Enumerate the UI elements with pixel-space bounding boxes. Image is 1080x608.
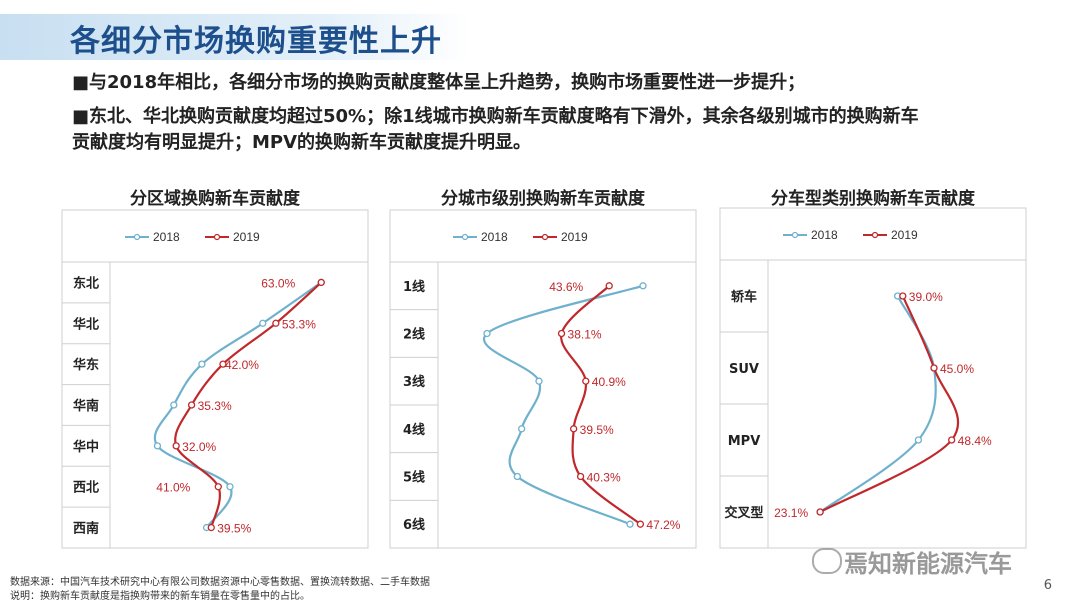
data-point-2019 (317, 278, 325, 287)
data-label: 39.0% (909, 290, 943, 304)
data-point-2019 (557, 329, 566, 338)
wechat-icon (812, 548, 842, 574)
data-label: 41.0% (156, 481, 190, 495)
page-title: 各细分市场换购重要性上升 (70, 24, 442, 59)
series-line-2018 (483, 284, 644, 526)
chart-title-city: 分城市级别换购新车贡献度 (441, 189, 645, 209)
category-label: 轿车 (731, 289, 757, 305)
category-label: 6线 (403, 517, 425, 533)
chart-title-region: 分区域换购新车贡献度 (130, 189, 300, 209)
data-label: 39.5% (217, 522, 251, 536)
footer-source: 数据来源：中国汽车技术研究中心有限公司数据资源中心零售数据、置换流转数据、二手车… (10, 577, 430, 588)
category-label: 4线 (403, 422, 425, 438)
data-point-2018 (639, 282, 647, 290)
data-label: 47.2% (646, 518, 680, 532)
legend-label-2018: 2018 (481, 230, 508, 244)
data-point-2019 (207, 523, 215, 532)
legend-label-2019: 2019 (233, 230, 260, 244)
data-point-2018 (626, 520, 634, 528)
chart-panel-1 (389, 209, 697, 549)
legend-marker-2018 (791, 231, 799, 239)
data-point-2018 (518, 425, 526, 433)
data-label: 40.9% (592, 375, 626, 389)
category-label: MPV (728, 434, 761, 449)
data-point-2019 (576, 472, 585, 481)
data-point-2019 (219, 360, 227, 368)
data-point-2019 (187, 401, 196, 409)
series-line-2019 (819, 295, 960, 513)
data-label: 38.1% (568, 328, 602, 342)
legend-label-2019: 2019 (891, 228, 918, 242)
category-label: SUV (729, 362, 759, 377)
data-point-2019 (948, 436, 956, 444)
data-label: 32.0% (182, 440, 216, 454)
category-label: 华北 (73, 316, 99, 332)
data-label: 53.3% (282, 317, 316, 331)
data-point-2018 (914, 436, 923, 444)
data-point-2018 (226, 483, 234, 491)
chart-panel-0 (61, 209, 369, 549)
data-point-2019 (899, 292, 907, 300)
data-point-2019 (930, 364, 938, 372)
watermark-text: 焉知新能源汽车 (844, 550, 1012, 578)
legend-marker-2019 (213, 233, 221, 241)
chart-title-vehicle: 分车型类别换购新车贡献度 (771, 189, 975, 209)
footer-note: 说明：换购新车贡献度是指换购带来的新车销量在零售量中的占比。 (10, 591, 310, 602)
category-label: 交叉型 (724, 505, 763, 521)
data-point-2019 (636, 520, 645, 528)
category-label: 1线 (403, 279, 425, 295)
data-point-2018 (535, 377, 543, 385)
data-point-2018 (153, 442, 162, 450)
category-label: 5线 (403, 470, 425, 486)
data-point-2019 (214, 483, 222, 491)
data-point-2019 (570, 425, 578, 433)
category-label: 华中 (73, 439, 99, 455)
data-label: 43.6% (549, 280, 583, 294)
data-point-2018 (198, 360, 206, 368)
category-label: 华东 (73, 357, 99, 373)
data-point-2018 (483, 329, 491, 338)
category-label: 西南 (73, 521, 99, 537)
bullet-2: ■东北、华北换购贡献度均超过50%；除1线城市换购新车贡献度略有下滑外，其余各级… (72, 104, 1052, 156)
data-label: 23.1% (774, 506, 808, 520)
category-label: 2线 (403, 327, 425, 343)
series-line-2019 (560, 285, 642, 526)
legend-label-2018: 2018 (153, 230, 180, 244)
data-label: 39.5% (580, 423, 614, 437)
data-point-2019 (816, 508, 824, 516)
legend-marker-2019 (541, 233, 549, 241)
page-number: 6 (1043, 578, 1052, 593)
data-label: 48.4% (958, 434, 992, 448)
data-point-2019 (272, 319, 280, 327)
category-label: 3线 (403, 374, 425, 390)
legend-marker-2018 (133, 233, 141, 241)
data-point-2018 (259, 319, 267, 327)
category-label: 东北 (73, 275, 99, 291)
data-label: 42.0% (225, 358, 259, 372)
data-point-2019 (582, 377, 590, 385)
legend-label-2018: 2018 (811, 228, 838, 242)
title-background (0, 14, 470, 60)
legend-marker-2018 (461, 233, 469, 241)
category-label: 西北 (73, 481, 99, 496)
legend-label-2019: 2019 (561, 230, 588, 244)
data-point-2018 (513, 472, 521, 481)
data-label: 40.3% (587, 471, 621, 485)
bullet-1: ■与2018年相比，各细分市场的换购贡献度整体呈上升趋势，换购市场重要性进一步提… (72, 72, 806, 93)
bullet-2-line-2: 贡献度均有明显提升；MPV的换购新车贡献度提升明显。 (72, 132, 532, 153)
category-label: 华南 (73, 398, 99, 414)
data-point-2018 (170, 401, 178, 409)
legend-marker-2019 (871, 231, 879, 239)
data-label: 45.0% (940, 362, 974, 376)
data-point-2019 (605, 282, 613, 290)
bullet-2-line-1: ■东北、华北换购贡献度均超过50%；除1线城市换购新车贡献度略有下滑外，其余各级… (72, 106, 919, 127)
chart-panel-2 (719, 207, 1027, 549)
data-label: 35.3% (198, 399, 232, 413)
data-label: 63.0% (261, 276, 295, 290)
data-point-2019 (172, 442, 180, 450)
